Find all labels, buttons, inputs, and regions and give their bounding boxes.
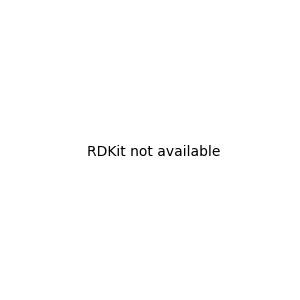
- Text: RDKit not available: RDKit not available: [87, 145, 220, 158]
